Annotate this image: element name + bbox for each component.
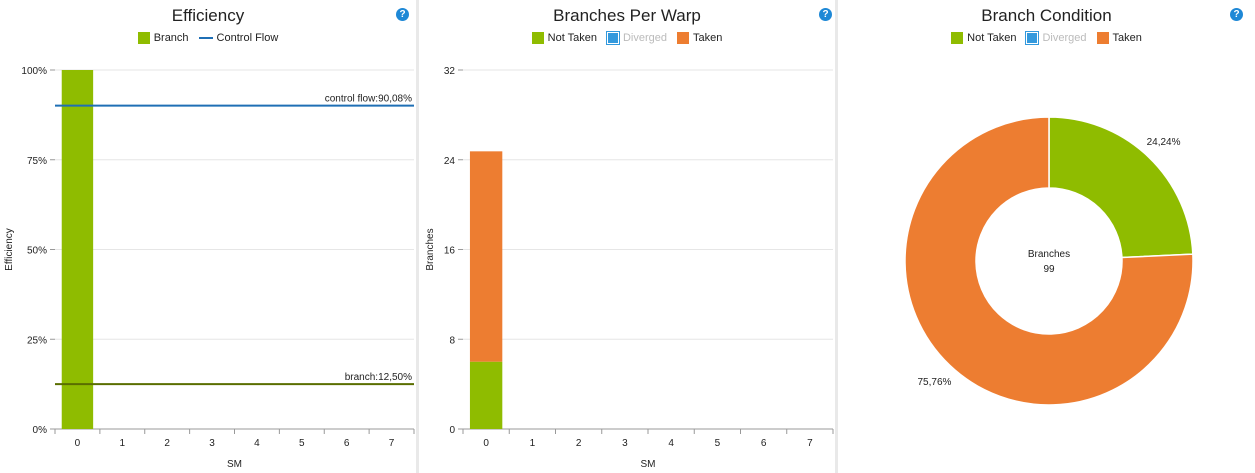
branches-per-warp-chart: 0 8 16 24 32 0 1 2 3 4 5 6 7 SM Branches — [425, 66, 834, 470]
y-tick-label: 24 — [444, 156, 456, 167]
legend-swatch — [198, 37, 213, 39]
x-tick-label: 5 — [715, 438, 721, 449]
bar-branch — [61, 70, 94, 429]
legend-item-diverged[interactable]: Diverged — [605, 31, 667, 45]
legend-swatch — [1025, 31, 1040, 45]
legend-item-control-flow[interactable]: Control Flow — [198, 32, 279, 44]
legend-swatch — [531, 32, 544, 44]
chart-title: Efficiency — [171, 6, 245, 25]
slice-taken — [904, 116, 1194, 406]
x-tick-label: 6 — [761, 438, 767, 449]
legend-swatch — [1096, 32, 1109, 44]
chart-legend: Not Taken Diverged Taken — [419, 31, 835, 45]
legend-label: Diverged — [622, 32, 667, 44]
y-tick-label: 8 — [449, 335, 455, 346]
x-tick-label: 7 — [807, 438, 813, 449]
x-tick-label: 3 — [622, 438, 628, 449]
y-tick-label: 50% — [27, 246, 47, 257]
slice-not-taken — [1048, 116, 1194, 259]
help-icon[interactable]: ? — [1230, 8, 1243, 21]
x-tick-label: 4 — [254, 438, 260, 449]
x-tick-label: 2 — [576, 438, 582, 449]
efficiency-chart: 0% 25% 50% 75% 100% 0 1 2 3 4 5 6 7 SM Efficiency contr… — [4, 66, 415, 470]
chart-title: Branches Per Warp — [553, 6, 701, 25]
bar-not-taken — [469, 361, 503, 429]
y-axis-label: Efficiency — [4, 228, 15, 271]
legend-label: Not Taken — [967, 32, 1017, 44]
x-tick-label: 5 — [299, 438, 305, 449]
legend-label: Taken — [693, 32, 723, 44]
donut-center-value: 99 — [1043, 264, 1055, 275]
chart-title: Branch Condition — [981, 6, 1112, 25]
legend-label: Diverged — [1042, 32, 1087, 44]
x-tick-label: 7 — [389, 438, 395, 449]
y-tick-label: 25% — [27, 335, 47, 346]
legend-label: Taken — [1112, 32, 1142, 44]
y-tick-label: 32 — [444, 66, 456, 77]
x-tick-label: 0 — [75, 438, 81, 449]
efficiency-panel: Efficiency ? Branch Control Flow 0% 25% 50… — [0, 0, 416, 473]
legend-item-not-taken[interactable]: Not Taken — [531, 32, 597, 44]
legend-label: Not Taken — [547, 32, 597, 44]
donut-center-label: Branches — [1028, 249, 1070, 260]
x-tick-label: 6 — [344, 438, 350, 449]
chart-legend: Branch Control Flow — [0, 32, 416, 44]
legend-item-diverged[interactable]: Diverged — [1025, 31, 1087, 45]
x-tick-label: 3 — [209, 438, 215, 449]
legend-label: Control Flow — [216, 32, 279, 44]
reference-line-label: control flow:90,08% — [325, 94, 412, 105]
legend-item-taken[interactable]: Taken — [677, 32, 722, 44]
legend-swatch — [951, 32, 964, 44]
help-icon[interactable]: ? — [396, 8, 409, 21]
x-axis-label: SM — [227, 459, 242, 470]
y-tick-label: 75% — [27, 156, 47, 167]
branch-condition-panel: Branch Condition ? Not Taken Diverged Ta… — [838, 0, 1255, 473]
x-tick-label: 2 — [164, 438, 170, 449]
legend-item-not-taken[interactable]: Not Taken — [951, 32, 1016, 44]
slice-label: 24,24% — [1147, 137, 1181, 148]
y-tick-label: 0 — [449, 425, 455, 436]
legend-item-taken[interactable]: Taken — [1096, 32, 1142, 44]
y-tick-label: 100% — [21, 66, 47, 77]
help-icon[interactable]: ? — [819, 8, 832, 21]
x-tick-label: 4 — [668, 438, 674, 449]
legend-swatch — [605, 31, 620, 45]
x-tick-label: 1 — [120, 438, 126, 449]
y-axis-label: Branches — [425, 228, 436, 270]
chart-legend: Not Taken Diverged Taken — [838, 31, 1255, 45]
bar-taken — [469, 151, 503, 362]
slice-label: 75,76% — [917, 377, 951, 388]
legend-swatch — [677, 32, 689, 44]
x-tick-label: 0 — [483, 438, 489, 449]
reference-line-label: branch:12,50% — [345, 372, 412, 383]
branch-condition-chart: 24,24% 75,76% Branches 99 — [904, 116, 1194, 406]
branches-per-warp-panel: Branches Per Warp ? Not Taken Diverged T… — [419, 0, 835, 473]
legend-label: Branch — [153, 32, 189, 44]
legend-swatch — [137, 32, 150, 44]
y-tick-label: 16 — [444, 246, 456, 257]
x-tick-label: 1 — [530, 438, 536, 449]
y-tick-label: 0% — [33, 425, 48, 436]
x-axis-label: SM — [641, 459, 656, 470]
legend-item-branch[interactable]: Branch — [137, 32, 189, 44]
